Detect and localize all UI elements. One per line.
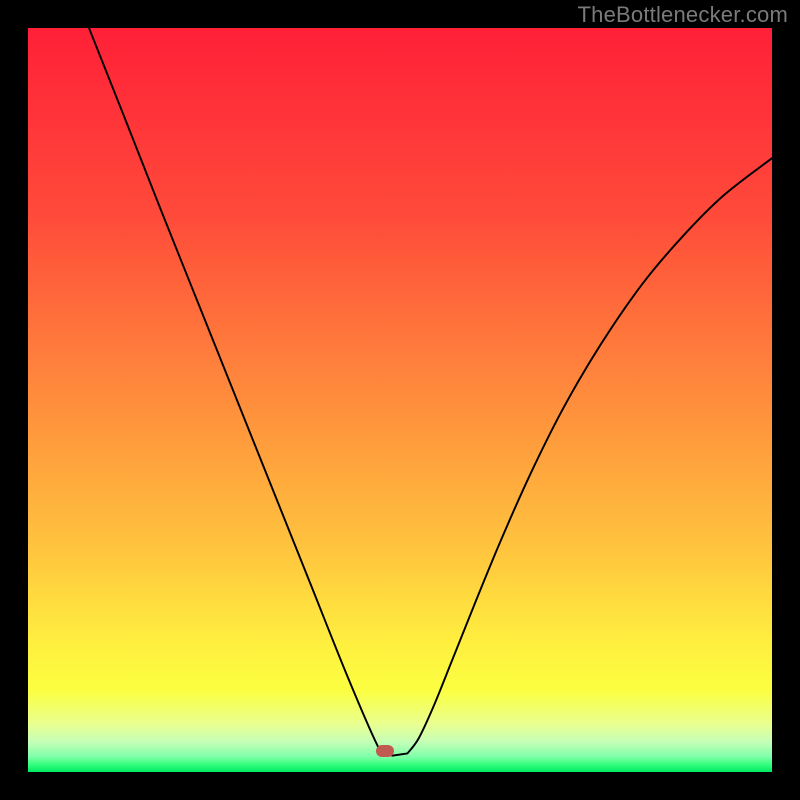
bottleneck-curve [28,28,772,772]
watermark-text: TheBottlenecker.com [578,2,788,28]
curve-path [86,21,772,756]
minimum-marker [376,745,394,757]
chart-plot-area [28,28,772,772]
